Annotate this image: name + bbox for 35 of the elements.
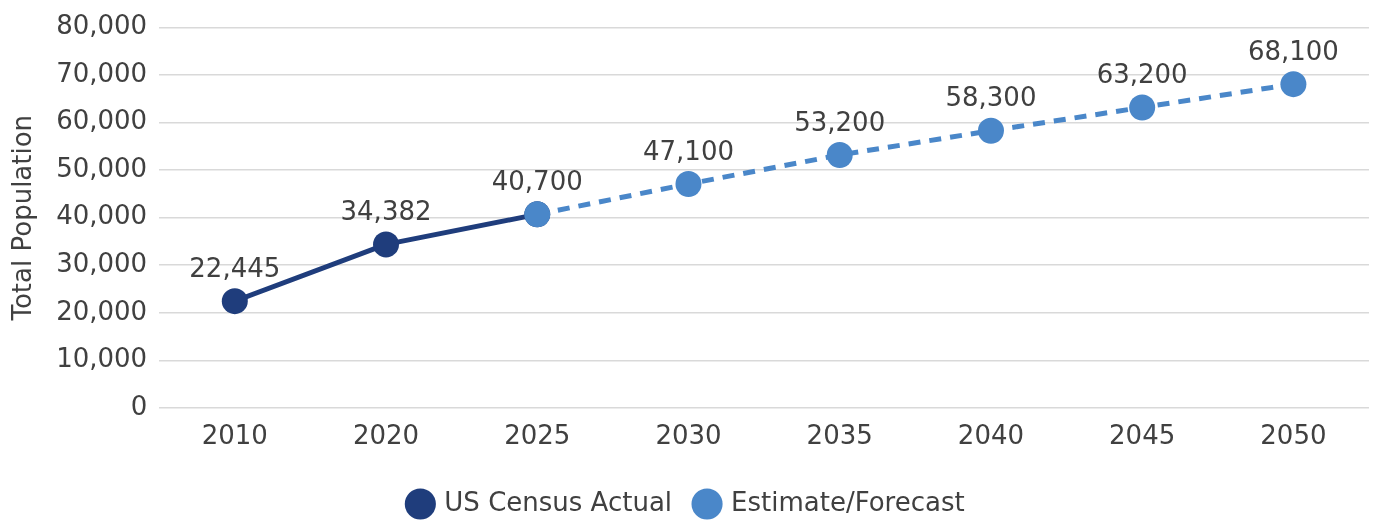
y-tick-label: 0 [130, 390, 148, 421]
x-tick-label: 2050 [1260, 420, 1327, 451]
x-tick-label: 2010 [201, 420, 268, 451]
y-tick-label: 40,000 [56, 200, 148, 231]
y-tick-label: 80,000 [56, 10, 148, 41]
data-label: 40,700 [491, 166, 583, 197]
x-tick-label: 2020 [352, 420, 420, 451]
x-tick-label: 2025 [504, 420, 571, 451]
x-tick-label: 2035 [806, 420, 873, 451]
legend-label: US Census Actual [444, 486, 673, 517]
x-tick-label: 2045 [1109, 420, 1176, 451]
data-label: 22,445 [189, 252, 281, 283]
point [977, 117, 1004, 144]
y-tick-label: 30,000 [56, 247, 148, 278]
point [373, 231, 400, 258]
point [1129, 94, 1156, 121]
y-tick-label: 10,000 [56, 343, 148, 374]
y-tick-label: 50,000 [56, 152, 148, 183]
y-tick-label: 60,000 [56, 105, 148, 136]
y-tick-label: 20,000 [56, 295, 148, 326]
data-label: 63,200 [1096, 59, 1188, 90]
point [675, 170, 702, 197]
point [221, 288, 248, 315]
y-tick-label: 70,000 [56, 57, 148, 88]
data-label: 53,200 [794, 106, 886, 137]
data-label: 58,300 [945, 82, 1037, 113]
data-label: 47,100 [642, 135, 734, 166]
data-label: 34,382 [340, 196, 432, 227]
x-tick-label: 2030 [655, 420, 722, 451]
legend-label: Estimate/Forecast [731, 486, 965, 517]
data-label: 68,100 [1247, 35, 1339, 66]
x-tick-label: 2040 [957, 420, 1025, 451]
y-axis-title: Total Population [7, 114, 38, 322]
point [826, 141, 853, 168]
point [1280, 71, 1307, 98]
